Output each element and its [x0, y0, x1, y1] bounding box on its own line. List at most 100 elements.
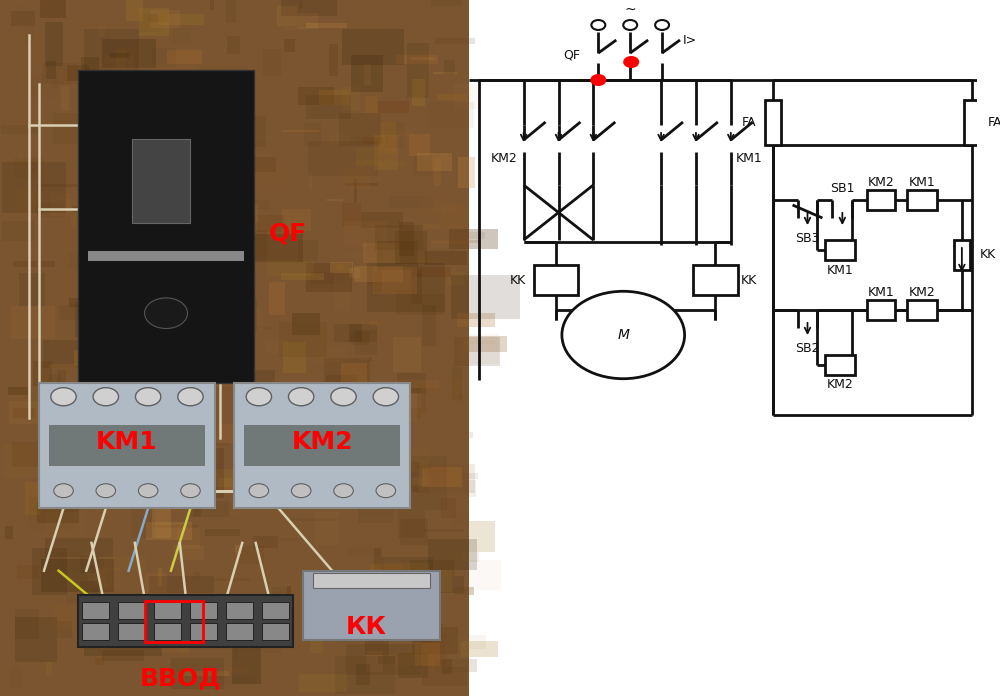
Bar	[122, 86, 144, 93]
Bar	[152, 313, 179, 340]
Circle shape	[334, 484, 353, 498]
Bar	[81, 285, 100, 293]
Bar	[262, 624, 289, 640]
Bar	[217, 318, 239, 325]
Bar	[2, 221, 34, 241]
Bar	[89, 187, 99, 219]
Bar	[414, 614, 435, 642]
Bar	[269, 282, 285, 315]
Bar	[399, 221, 414, 256]
Bar	[245, 426, 291, 448]
Bar	[458, 157, 475, 189]
Bar	[378, 656, 395, 664]
Bar	[417, 463, 431, 469]
Bar	[398, 509, 425, 538]
Bar	[420, 461, 429, 466]
Bar	[358, 487, 393, 523]
Bar	[195, 572, 200, 578]
Bar	[416, 273, 420, 278]
Bar	[45, 22, 63, 65]
Text: KM1: KM1	[827, 264, 854, 276]
Bar	[94, 296, 105, 324]
Bar	[11, 306, 55, 339]
Bar	[373, 267, 417, 294]
Bar	[32, 548, 67, 595]
Bar	[132, 376, 173, 403]
Bar	[370, 564, 403, 592]
Bar	[281, 274, 324, 280]
Bar	[111, 425, 136, 455]
Circle shape	[93, 388, 119, 406]
Bar	[287, 586, 291, 617]
Bar	[454, 635, 486, 649]
Bar	[349, 268, 360, 278]
Bar	[184, 443, 229, 446]
Bar	[297, 13, 318, 29]
Bar	[126, 0, 143, 21]
Bar	[430, 432, 473, 438]
Bar	[397, 373, 426, 395]
Bar	[341, 601, 370, 633]
Text: SB3: SB3	[795, 232, 820, 244]
Bar	[25, 482, 41, 515]
Bar	[377, 616, 398, 640]
Bar	[171, 448, 201, 471]
Bar	[219, 667, 247, 672]
Bar	[342, 87, 360, 111]
Bar	[17, 565, 39, 579]
Bar	[72, 438, 78, 441]
Bar	[431, 576, 464, 594]
Bar	[460, 334, 499, 363]
Bar	[88, 569, 107, 588]
Bar	[422, 224, 440, 229]
Text: KM1: KM1	[96, 430, 158, 454]
Bar	[43, 340, 86, 367]
Bar	[422, 467, 462, 487]
Bar	[232, 273, 248, 306]
Bar	[174, 267, 190, 294]
Bar	[420, 633, 446, 667]
Bar	[146, 522, 192, 540]
Bar	[171, 658, 224, 689]
Bar	[326, 375, 357, 400]
Bar	[189, 351, 194, 379]
Bar	[428, 539, 477, 570]
Circle shape	[623, 20, 637, 30]
Bar	[90, 216, 102, 242]
Bar	[337, 613, 384, 644]
Bar	[103, 56, 134, 88]
Bar	[395, 380, 439, 388]
Bar	[377, 241, 418, 271]
Bar	[402, 383, 444, 391]
Bar	[15, 617, 57, 662]
Bar	[28, 74, 58, 97]
Bar	[410, 259, 441, 262]
Bar	[409, 134, 430, 156]
Bar	[200, 379, 246, 386]
Bar	[5, 525, 13, 539]
Bar	[174, 546, 204, 560]
Circle shape	[178, 388, 203, 406]
Bar	[388, 654, 434, 665]
Bar	[145, 573, 167, 606]
Bar	[253, 162, 288, 190]
Bar	[145, 601, 203, 642]
Circle shape	[291, 484, 311, 498]
Bar	[365, 96, 378, 113]
Bar	[161, 310, 179, 340]
Bar	[186, 207, 194, 212]
Bar	[207, 154, 240, 182]
Bar	[277, 6, 297, 26]
Bar	[178, 341, 183, 347]
Text: M: M	[617, 328, 629, 342]
Bar	[284, 39, 295, 52]
Bar	[263, 49, 281, 76]
Bar	[282, 451, 300, 464]
Bar	[283, 342, 306, 373]
Bar	[15, 190, 36, 216]
Bar	[374, 548, 381, 569]
Bar	[42, 63, 78, 84]
Bar	[139, 8, 169, 36]
Bar	[346, 251, 378, 260]
Bar	[415, 643, 440, 666]
